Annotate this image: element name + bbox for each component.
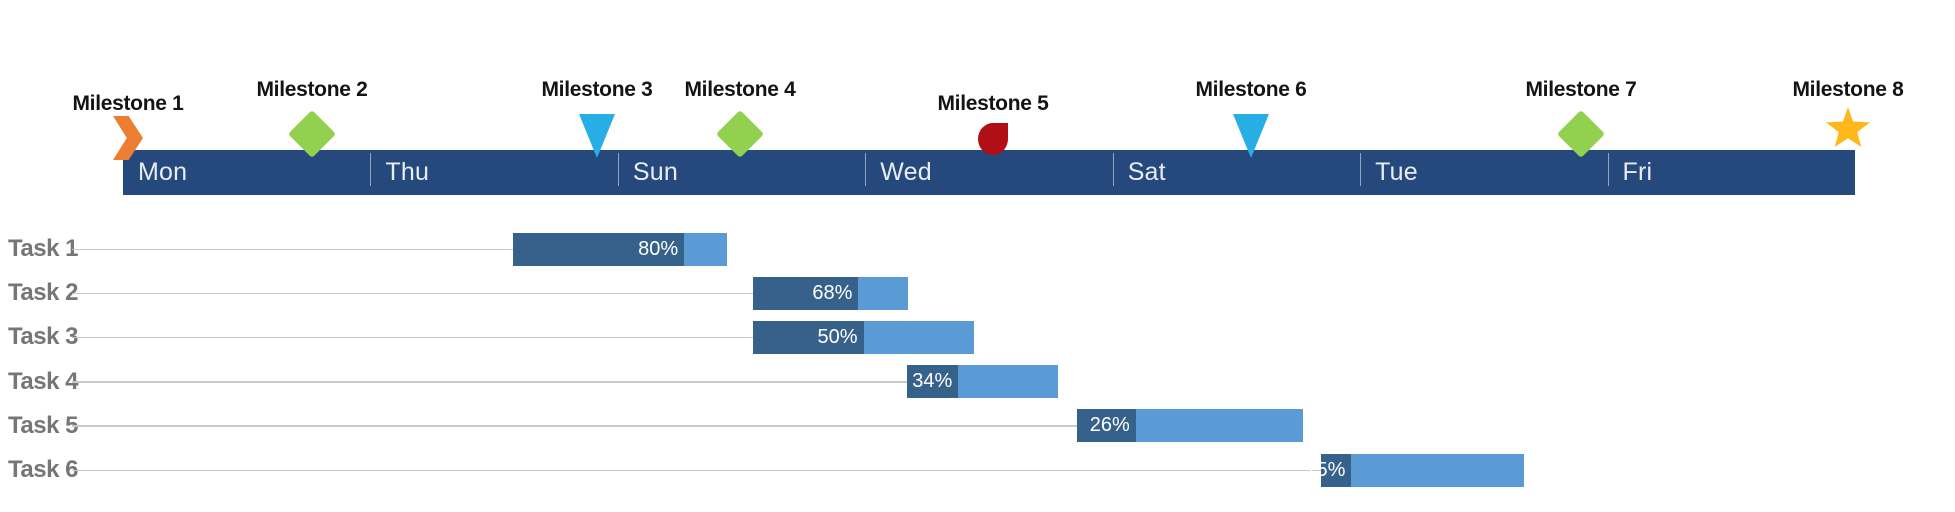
timeline-day-label: Sun <box>632 158 678 186</box>
timeline-segment: Thu <box>370 150 617 195</box>
task-name-label: Task 3 <box>8 323 78 351</box>
timeline-day-label: Fri <box>1622 158 1653 186</box>
leader-line <box>72 469 1321 471</box>
leader-line <box>72 425 1077 427</box>
timeline-day-label: Tue <box>1375 158 1418 186</box>
task-progress-fill: 26% <box>1077 409 1136 443</box>
milestone-label: Milestone 1 <box>72 92 184 115</box>
task-bar: 34% <box>907 365 1058 399</box>
task-bar: 26% <box>1077 409 1303 443</box>
milestone-label: Milestone 2 <box>256 78 368 101</box>
task-bar: 80% <box>513 232 727 266</box>
leader-line <box>72 336 753 339</box>
timeline-segment: Sat <box>1112 150 1360 195</box>
task-progress-fill: 68% <box>753 276 859 310</box>
timeline-day-label: Sat <box>1127 158 1166 186</box>
task-name-label: Task 6 <box>8 456 78 483</box>
timeline-band: Mon Thu Sun Wed Sat Tue Fri <box>123 150 1855 195</box>
star-milestone-marker-icon <box>1825 107 1871 148</box>
leader-line <box>72 381 907 383</box>
milestone-label: Milestone 4 <box>684 78 796 101</box>
timeline-day-label: Thu <box>385 158 430 186</box>
task-name-label: Task 4 <box>8 367 78 395</box>
circle-milestone-marker-icon <box>978 123 1008 155</box>
timeline-segment: Fri <box>1607 150 1855 195</box>
task-bar: 68% <box>753 276 908 310</box>
milestone-label: Milestone 8 <box>1792 78 1904 101</box>
task-progress-fill: 34% <box>907 365 959 399</box>
task-percent-label: 15% <box>1305 458 1346 481</box>
task-name-label: Task 5 <box>8 411 78 439</box>
task-percent-label: 34% <box>912 370 953 393</box>
task-progress-fill: 15% <box>1305 453 1352 487</box>
task-percent-label: 26% <box>1089 414 1130 437</box>
timeline-segment: Sun <box>617 150 865 195</box>
milestone-label: Milestone 7 <box>1525 78 1637 101</box>
task-progress-fill: 50% <box>753 320 864 354</box>
timeline-segment: Wed <box>865 150 1112 195</box>
timeline-segment: Mon <box>123 150 370 195</box>
milestone-label: Milestone 5 <box>937 92 1049 115</box>
task-percent-label: 50% <box>817 325 858 348</box>
milestone-label: Milestone 3 <box>541 78 653 101</box>
task-bar: 15% <box>1305 453 1524 487</box>
task-name-label: Task 2 <box>8 279 78 307</box>
task-progress-fill: 80% <box>513 232 685 266</box>
timeline-day-label: Mon <box>138 158 188 186</box>
task-percent-label: 68% <box>812 281 853 304</box>
task-percent-label: 80% <box>638 237 679 260</box>
leader-line <box>72 248 513 250</box>
timeline-segment: Tue <box>1360 150 1607 195</box>
task-bar: 50% <box>753 320 974 354</box>
milestone-label: Milestone 6 <box>1195 78 1307 101</box>
leader-line <box>72 292 753 295</box>
task-name-label: Task 1 <box>8 235 78 262</box>
timeline-day-label: Wed <box>880 158 932 186</box>
